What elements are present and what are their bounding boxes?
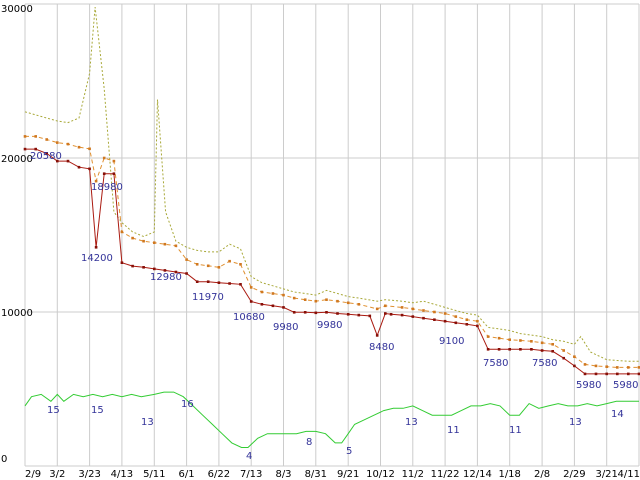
svg-text:8480: 8480	[369, 342, 394, 353]
svg-text:7580: 7580	[483, 358, 508, 369]
svg-text:14: 14	[611, 409, 624, 420]
svg-text:1/18: 1/18	[498, 469, 520, 480]
svg-text:7580: 7580	[532, 358, 557, 369]
svg-text:8/3: 8/3	[275, 469, 291, 480]
svg-text:15: 15	[47, 405, 60, 416]
svg-text:12980: 12980	[150, 272, 182, 283]
svg-text:9100: 9100	[439, 336, 464, 347]
svg-text:7/13: 7/13	[240, 469, 262, 480]
svg-text:5/11: 5/11	[143, 469, 165, 480]
svg-text:18980: 18980	[91, 182, 123, 193]
svg-text:4/13: 4/13	[111, 469, 133, 480]
svg-text:5980: 5980	[613, 380, 638, 391]
svg-text:9/21: 9/21	[337, 469, 359, 480]
svg-text:10680: 10680	[233, 312, 265, 323]
svg-text:13: 13	[569, 417, 582, 428]
svg-text:13: 13	[141, 417, 154, 428]
svg-text:2/8: 2/8	[534, 469, 550, 480]
svg-text:20000: 20000	[1, 154, 33, 165]
svg-text:12/14: 12/14	[463, 469, 492, 480]
svg-text:9980: 9980	[273, 322, 298, 333]
svg-text:30000: 30000	[1, 4, 33, 15]
svg-text:20580: 20580	[30, 151, 62, 162]
svg-text:2/9: 2/9	[25, 469, 41, 480]
svg-text:8: 8	[306, 437, 312, 448]
svg-text:0: 0	[1, 454, 7, 465]
svg-text:3/23: 3/23	[78, 469, 100, 480]
svg-text:4/11: 4/11	[618, 469, 640, 480]
svg-text:8/31: 8/31	[305, 469, 327, 480]
svg-text:13: 13	[405, 417, 418, 428]
svg-text:5: 5	[346, 446, 352, 457]
svg-text:11: 11	[447, 425, 460, 436]
svg-text:11/2: 11/2	[402, 469, 424, 480]
svg-text:10000: 10000	[1, 308, 33, 319]
svg-text:3/2: 3/2	[49, 469, 65, 480]
svg-text:11/22: 11/22	[431, 469, 460, 480]
svg-text:14200: 14200	[81, 253, 113, 264]
svg-text:2/29: 2/29	[563, 469, 585, 480]
svg-text:3/21: 3/21	[595, 469, 617, 480]
svg-text:11970: 11970	[192, 292, 224, 303]
svg-text:6/1: 6/1	[179, 469, 195, 480]
svg-text:6/22: 6/22	[208, 469, 230, 480]
svg-text:10/12: 10/12	[366, 469, 395, 480]
svg-text:5980: 5980	[576, 380, 601, 391]
svg-text:9980: 9980	[317, 320, 342, 331]
svg-text:4: 4	[246, 451, 252, 462]
svg-text:11: 11	[509, 425, 522, 436]
svg-text:16: 16	[181, 399, 194, 410]
svg-text:15: 15	[91, 405, 104, 416]
